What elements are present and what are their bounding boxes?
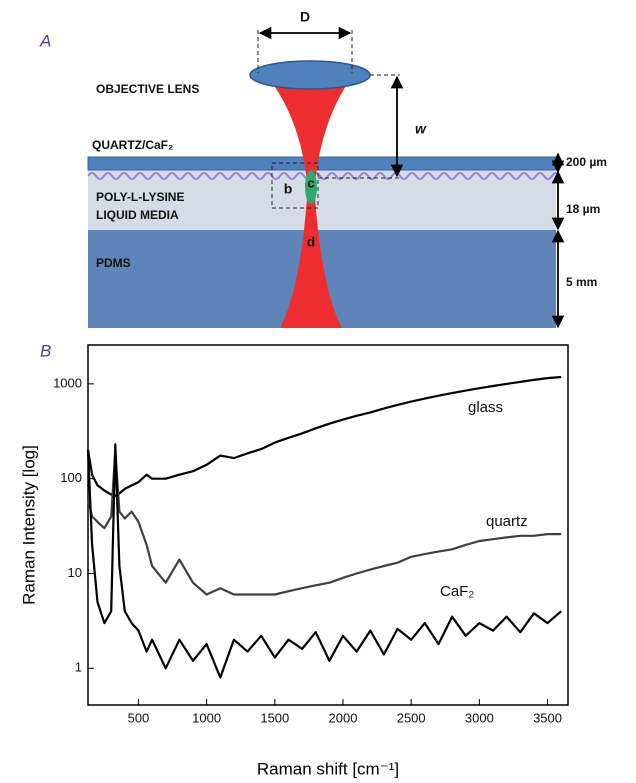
laser-beam: [270, 80, 350, 328]
focal-volume: [305, 170, 317, 204]
substrate-label: PDMS: [96, 256, 131, 270]
plot: 500 1000 1500 2000 2500 3000 3500 1 10 100 1000 gla…: [53, 375, 562, 725]
label-b: b: [284, 181, 293, 197]
plot-frame: [87, 344, 569, 706]
series-label: quartz: [486, 513, 528, 530]
x-tick-label: 500: [128, 710, 150, 725]
objective-label: OBJECTIVE LENS: [96, 82, 199, 96]
x-tick-label: 3000: [465, 710, 494, 725]
x-tick-label: 2500: [397, 710, 426, 725]
dash-box: [271, 162, 319, 209]
x-tick-label: 1000: [192, 710, 221, 725]
liquid-layer: [88, 170, 556, 230]
x-tick-label: 1500: [260, 710, 289, 725]
quartz-layer: [87, 156, 557, 171]
series-line: [86, 443, 562, 679]
x-axis-label: Raman shift [cm⁻¹]: [257, 759, 399, 778]
window-label: QUARTZ/CaF₂: [92, 138, 173, 152]
thickness-label: 200 µm: [566, 155, 607, 169]
coating-label: POLY-L-LYSINE: [96, 190, 184, 204]
series-label: glass: [468, 399, 503, 416]
thickness-label: 5 mm: [566, 275, 597, 289]
label-c: c: [307, 175, 314, 190]
y-tick-label: 1000: [53, 375, 82, 390]
y-axis-label: Raman Intensity [log]: [19, 445, 38, 605]
panel-label: A: [39, 31, 51, 50]
label-w: w: [415, 121, 427, 137]
series-label: CaF₂: [440, 583, 474, 600]
medium-label: LIQUID MEDIA: [96, 208, 179, 222]
y-tick-label: 1: [75, 660, 82, 675]
x-tick-label: 2000: [329, 710, 358, 725]
thickness-label: 18 µm: [566, 202, 600, 216]
series-line: [86, 449, 562, 596]
label-d-region: d: [307, 234, 316, 250]
y-tick-label: 10: [68, 565, 82, 580]
x-tick-label: 3500: [533, 710, 562, 725]
label-d: D: [300, 9, 310, 25]
y-tick-label: 100: [60, 470, 82, 485]
series-line: [86, 375, 562, 497]
panel-label: B: [40, 341, 51, 360]
polylysine-coating: [87, 172, 561, 180]
